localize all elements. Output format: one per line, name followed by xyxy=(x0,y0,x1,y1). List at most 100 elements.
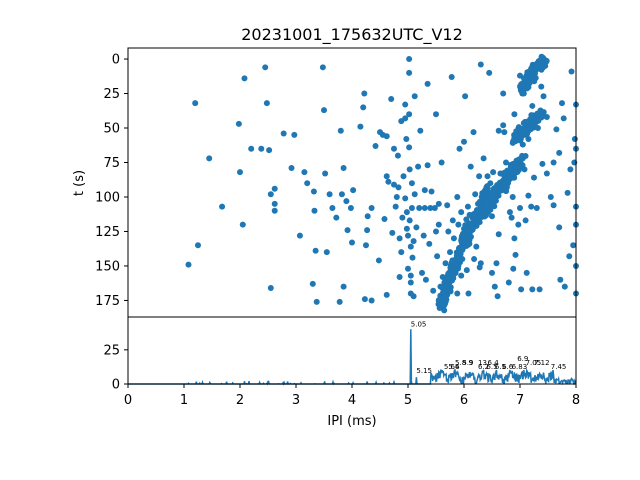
x-tick-label: 4 xyxy=(348,393,356,408)
scatter-point xyxy=(564,189,571,196)
scatter-point xyxy=(433,111,439,118)
scatter-point xyxy=(491,283,498,290)
scatter-point xyxy=(463,267,470,274)
scatter-point xyxy=(266,147,273,154)
scatter-point xyxy=(458,272,465,279)
scatter-point xyxy=(206,155,213,162)
y-tick-label: 175 xyxy=(95,294,120,309)
scatter-point xyxy=(547,193,554,200)
scatter-point xyxy=(402,101,409,108)
scatter-point xyxy=(523,119,530,126)
raster-y-label: t (s) xyxy=(72,170,87,196)
scatter-point xyxy=(219,203,226,210)
scatter-point xyxy=(291,131,298,138)
scatter-point xyxy=(512,251,519,258)
scatter-point xyxy=(433,228,439,235)
scatter-point xyxy=(403,225,410,232)
scatter-point xyxy=(477,61,484,68)
scatter-point xyxy=(421,187,428,194)
scatter-point xyxy=(495,127,502,134)
scatter-point xyxy=(436,296,443,303)
scatter-point xyxy=(472,191,479,198)
scatter-point xyxy=(449,217,456,224)
scatter-point xyxy=(462,222,469,229)
scatter-point xyxy=(368,205,375,212)
scatter-point xyxy=(406,166,413,173)
scatter-point xyxy=(522,217,529,224)
scatter-point xyxy=(490,169,497,176)
scatter-point xyxy=(455,221,462,228)
scatter-point xyxy=(495,231,502,238)
scatter-point xyxy=(372,142,379,149)
scatter-point xyxy=(470,212,477,219)
scatter-point xyxy=(567,166,574,173)
scatter-point xyxy=(508,214,515,221)
scatter-point xyxy=(553,126,560,133)
peak-label: 6.4 xyxy=(488,359,500,367)
scatter-point xyxy=(528,203,535,210)
scatter-point xyxy=(413,224,420,231)
x-tick-label: 8 xyxy=(572,393,580,408)
histogram-peak-labels: 5.055.155.645.65.85.99 13 6.46.26.56.56.66… xyxy=(411,321,567,375)
peak-label: 5.8 xyxy=(455,359,466,367)
scatter-point xyxy=(473,243,480,250)
scatter-point xyxy=(475,208,482,215)
scatter-point xyxy=(531,78,538,85)
scatter-point xyxy=(438,159,445,166)
scatter-point xyxy=(424,162,431,169)
scatter-point xyxy=(506,173,513,180)
scatter-point xyxy=(492,184,499,191)
scatter-point xyxy=(518,133,525,140)
scatter-point xyxy=(411,191,418,198)
scatter-point xyxy=(411,93,418,100)
scatter-point xyxy=(488,194,495,201)
scatter-point xyxy=(483,200,490,207)
scatter-point xyxy=(288,165,295,172)
scatter-point xyxy=(419,269,425,276)
scatter-point xyxy=(550,202,557,209)
scatter-point xyxy=(533,205,540,212)
scatter-point xyxy=(375,257,382,264)
scatter-point xyxy=(515,221,522,228)
scatter-point xyxy=(394,152,401,159)
peak-label: 6.2 xyxy=(478,363,489,371)
scatter-point xyxy=(416,205,423,212)
scatter-point xyxy=(454,290,461,297)
scatter-point xyxy=(396,273,403,280)
scatter-point xyxy=(506,209,513,216)
scatter-point xyxy=(534,63,541,70)
scatter-point xyxy=(391,181,397,188)
scatter-point xyxy=(456,145,463,152)
scatter-point xyxy=(466,240,473,247)
scatter-point xyxy=(388,96,395,103)
scatter-point xyxy=(364,227,371,234)
scatter-point xyxy=(568,68,575,75)
scatter-point xyxy=(235,120,242,127)
y-tick-label: 50 xyxy=(103,122,120,137)
scatter-point xyxy=(486,69,493,76)
scatter-point xyxy=(463,236,470,243)
scatter-point xyxy=(304,180,311,187)
scatter-point xyxy=(449,257,456,264)
scatter-point xyxy=(434,253,441,260)
scatter-point xyxy=(410,238,417,245)
scatter-point xyxy=(556,224,563,231)
scatter-point xyxy=(422,276,429,283)
scatter-point xyxy=(455,262,462,269)
scatter-point xyxy=(424,80,431,87)
scatter-point xyxy=(313,298,320,305)
scatter-point xyxy=(426,240,433,247)
peak-label: 6.6 xyxy=(502,363,514,371)
scatter-point xyxy=(420,232,427,239)
scatter-point xyxy=(500,90,507,97)
scatter-point xyxy=(517,205,523,212)
scatter-point xyxy=(402,195,409,202)
scatter-point xyxy=(510,160,517,167)
scatter-point xyxy=(322,170,329,177)
scatter-point xyxy=(522,153,529,160)
scatter-point xyxy=(344,227,351,234)
scatter-point xyxy=(398,249,405,256)
scatter-point xyxy=(280,130,287,137)
scatter-point xyxy=(442,260,449,267)
